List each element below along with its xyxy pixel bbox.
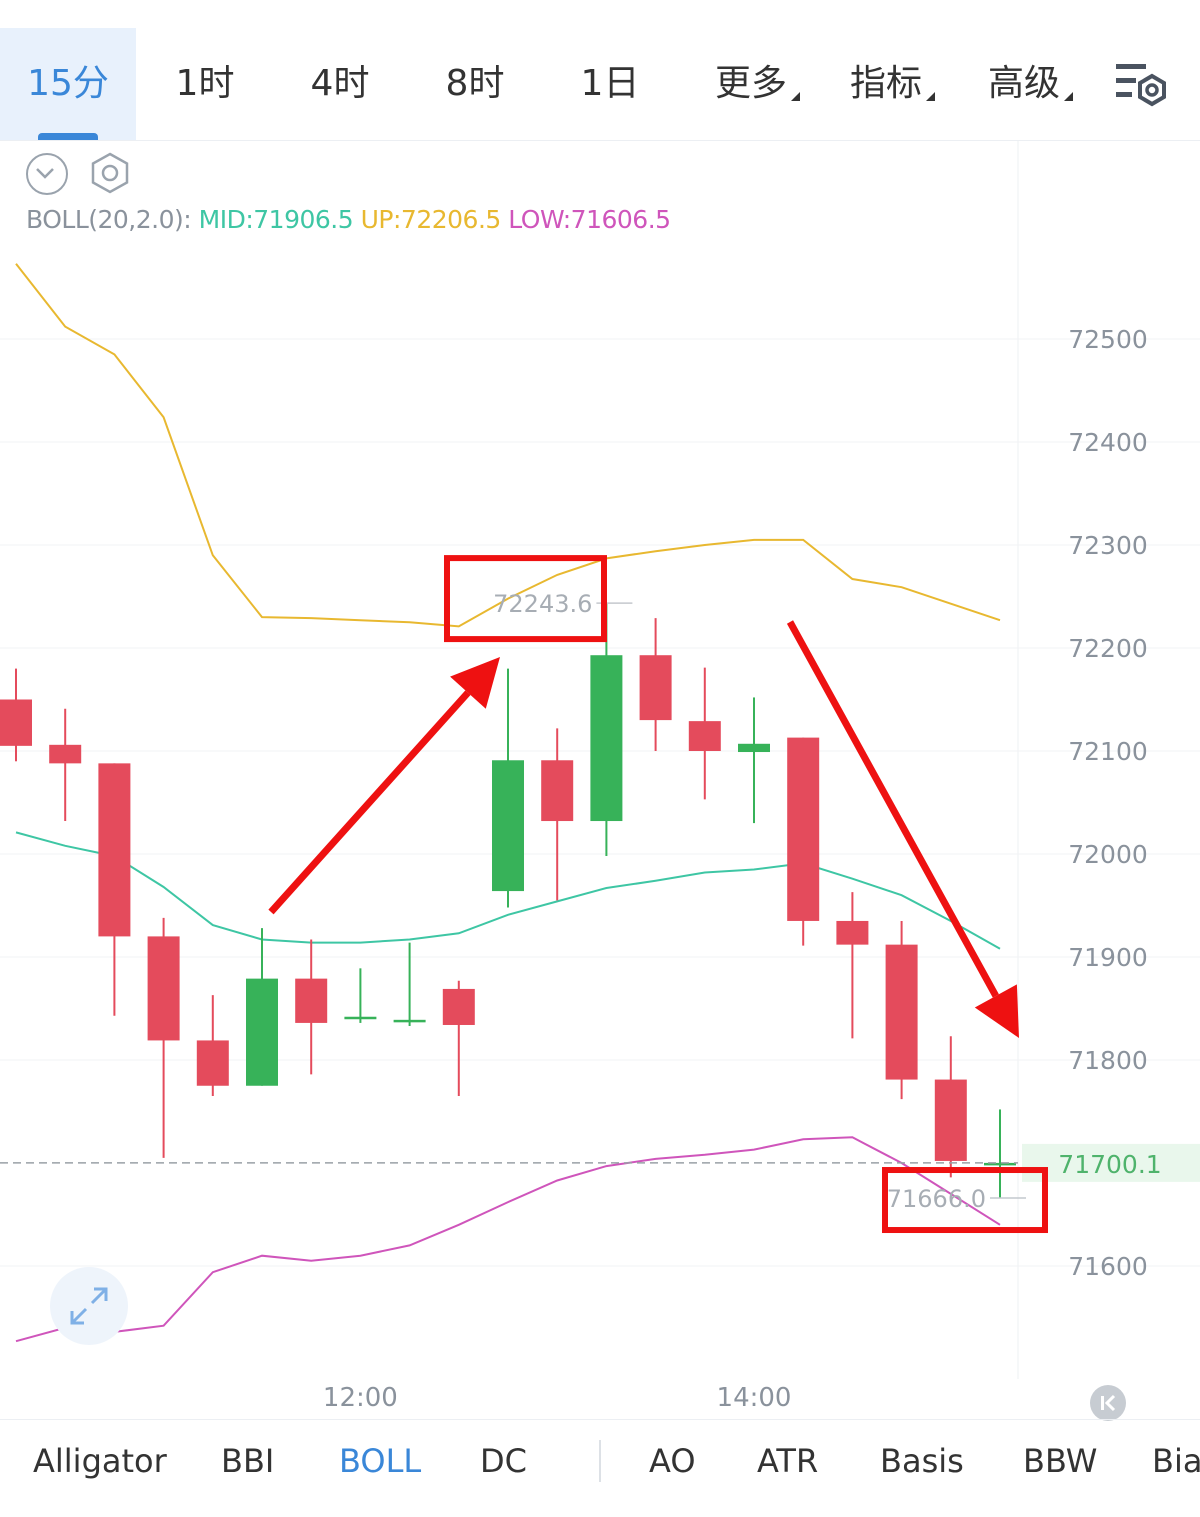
arrow-up-head — [450, 657, 500, 709]
candle-down — [147, 936, 180, 1041]
price-tick-label: 71800 — [1068, 1046, 1148, 1075]
boll-mid-line — [15, 831, 1001, 950]
candle-down — [885, 944, 918, 1080]
indicators-dropdown[interactable]: 指标 — [835, 28, 950, 140]
current-price-label: 71700.1 — [1058, 1150, 1161, 1179]
candle-down — [836, 920, 869, 945]
candle-up — [738, 743, 770, 753]
indicator-alligator[interactable]: Alligator — [33, 1442, 167, 1480]
time-label: 12:00 — [322, 1383, 398, 1413]
candlestick-chart[interactable]: 71700.1 72243.6 71666.0 72500 72400 72300 722… — [0, 141, 1200, 1381]
highlight-box-high — [444, 555, 607, 643]
expand-arrows-icon[interactable] — [50, 1267, 128, 1345]
legend-mid-value: 71906.5 — [253, 205, 354, 234]
price-tick-label: 72400 — [1068, 428, 1148, 457]
more-dropdown[interactable]: 更多 — [700, 28, 815, 140]
tab-label: 高级 — [987, 63, 1060, 104]
tab-1h[interactable]: 1时 — [150, 28, 260, 140]
tab-label: 1时 — [175, 63, 235, 104]
legend-up-label: UP: — [360, 205, 402, 234]
candle-down — [934, 1079, 967, 1161]
candle-down — [787, 737, 820, 921]
arrow-down — [786, 620, 1019, 1038]
candles — [0, 603, 1016, 1199]
dropdown-corner-icon — [926, 92, 935, 101]
candle-up — [344, 1016, 377, 1020]
candle-down — [442, 988, 475, 1025]
indicator-bbi[interactable]: BBI — [221, 1442, 275, 1480]
candle-up — [492, 760, 524, 892]
price-tick-label: 71900 — [1068, 943, 1148, 972]
price-tick-label: 72300 — [1068, 531, 1148, 560]
legend-up-value: 72206.5 — [400, 205, 501, 234]
tab-label: 4时 — [310, 63, 370, 104]
indicator-boll[interactable]: BOLL — [339, 1442, 422, 1480]
divider — [599, 1440, 601, 1482]
scroll-to-latest-icon[interactable] — [1090, 1385, 1126, 1421]
tab-label: 15分 — [27, 63, 109, 104]
arrow-up-shaft — [268, 690, 471, 915]
legend-mid-label: MID: — [198, 205, 254, 234]
tab-label: 指标 — [849, 63, 922, 104]
candle-down — [688, 721, 721, 751]
candle-down — [295, 978, 328, 1023]
tab-label: 8时 — [445, 63, 505, 104]
candle-up — [393, 1019, 426, 1023]
candle-down — [541, 760, 574, 822]
tab-4h[interactable]: 4时 — [285, 28, 395, 140]
candle-up — [246, 978, 278, 1086]
indicator-dc[interactable]: DC — [480, 1442, 527, 1480]
high-marker-label: 72243.6 — [493, 590, 592, 618]
annotations: 71700.1 72243.6 71666.0 — [0, 555, 1200, 1234]
active-tab-indicator — [38, 133, 98, 140]
time-label: 14:00 — [716, 1383, 792, 1413]
candle-down — [49, 744, 82, 764]
tab-label: 1日 — [580, 63, 640, 104]
indicator-bbw[interactable]: BBW — [1023, 1442, 1098, 1480]
highlight-box-low — [882, 1167, 1048, 1234]
boll-legend: BOLL(20,2.0): MID:71906.5 UP:72206.5 LOW… — [26, 205, 671, 234]
chevron-down-circle-icon[interactable] — [26, 153, 68, 195]
boll-lower-line — [15, 1136, 1001, 1343]
timeframe-bar: 15分 1时 4时 8时 1日 更多 指标 高级 — [0, 0, 1200, 141]
indicator-basis[interactable]: Basis — [880, 1442, 964, 1480]
hexagon-settings-icon[interactable] — [88, 151, 132, 195]
arrow-up — [268, 657, 500, 915]
legend-low-label: LOW: — [508, 205, 571, 234]
price-chart[interactable]: 71700.1 72243.6 71666.0 72500 72400 72300 722… — [0, 141, 1200, 1381]
current-price-label-bg — [1022, 1143, 1200, 1182]
price-tick-label: 72200 — [1068, 634, 1148, 663]
arrow-down-shaft — [786, 620, 999, 998]
tab-label: 更多 — [714, 63, 787, 104]
candle-down — [639, 655, 672, 721]
price-tick-label: 72500 — [1068, 325, 1148, 354]
dropdown-corner-icon — [1064, 92, 1073, 101]
dropdown-corner-icon — [791, 92, 800, 101]
time-axis: 12:00 14:00 — [0, 1381, 1200, 1421]
candle-up — [984, 1162, 1016, 1166]
chart-settings-icon[interactable] — [1112, 58, 1174, 114]
indicator-atr[interactable]: ATR — [757, 1442, 819, 1480]
price-tick-label: 72000 — [1068, 840, 1148, 869]
legend-prefix: BOLL(20,2.0): — [26, 205, 192, 234]
arrow-down-head — [974, 984, 1019, 1038]
low-marker-label: 71666.0 — [887, 1185, 986, 1213]
tab-15min[interactable]: 15分 — [0, 28, 136, 140]
price-tick-label: 72100 — [1068, 737, 1148, 766]
legend-low-value: 71606.5 — [570, 205, 671, 234]
candle-down — [0, 699, 32, 746]
candle-down — [196, 1040, 229, 1086]
bollinger-bands — [15, 263, 1001, 1343]
advanced-dropdown[interactable]: 高级 — [973, 28, 1088, 140]
candle-down — [98, 763, 131, 937]
indicator-ao[interactable]: AO — [649, 1442, 696, 1480]
tab-8h[interactable]: 8时 — [420, 28, 530, 140]
price-axis: 72500 72400 72300 72200 72100 72000 71900 71800… — [1068, 325, 1148, 1281]
indicator-bias[interactable]: Bias — [1152, 1442, 1200, 1480]
tab-1d[interactable]: 1日 — [555, 28, 665, 140]
candle-up — [590, 655, 623, 822]
indicator-tabs: Alligator BBI BOLL DC AO ATR Basis BBW B… — [0, 1419, 1200, 1517]
boll-upper-line — [15, 263, 1001, 628]
price-tick-label: 71600 — [1068, 1252, 1148, 1281]
